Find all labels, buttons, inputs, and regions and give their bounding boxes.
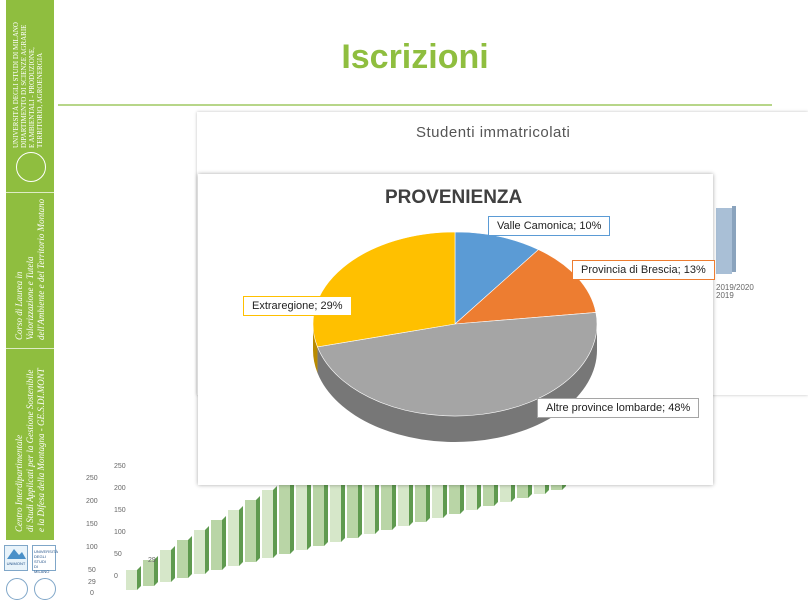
mountain-icon [7,549,26,559]
background-bar-side [273,486,277,558]
background-bar [313,460,324,546]
small-label: 29 [148,557,156,564]
y-tick: 150 [114,507,126,514]
seal-icon-small [6,578,28,600]
background-tick-label: 2019 [716,291,734,300]
y-tick: 200 [114,485,126,492]
y-axis-back: 250 200 150 100 50 0 [114,463,126,580]
sidebar-divider [6,348,54,349]
background-bar [716,208,732,274]
background-bar-side [222,516,226,570]
university-line: TERRITORIO, AGROENERGIA [36,52,44,148]
background-bar-side [171,546,175,582]
background-bar [228,510,239,566]
unimont-logo-text: UNIMONT [6,561,26,566]
background-bar [262,490,273,558]
background-bar-side [307,466,311,550]
sidebar-band [6,0,54,540]
background-bar-side [205,526,209,574]
course-text: Corso di Laurea in Valorizzazione e Tute… [14,198,47,340]
center-line: di Studi Applicati per la Gestione Soste… [25,369,35,532]
pie-chart [312,231,598,442]
y-tick: 50 [114,551,122,558]
y-tick: 100 [86,544,98,551]
university-seal-icon [16,152,46,182]
slide-title: Iscrizioni [341,38,489,76]
small-label: 29 [88,579,96,586]
unimi-logo-line: DI MILANO [34,564,50,574]
pie-slice-side [317,324,597,442]
pie-tops [312,231,598,417]
course-line: Corso di Laurea in [14,271,24,340]
unimi-logo-line: UNIVERSITÀ [34,549,59,554]
center-text: Centro Interdipartimentale di Studi Appl… [14,356,47,532]
y-tick: 0 [90,590,94,597]
background-bar-side [732,206,736,272]
title-underline [58,104,772,106]
background-bar [211,520,222,570]
unimont-logo: UNIMONT [4,545,28,571]
y-tick: 100 [114,529,126,536]
background-bar [330,450,341,542]
y-tick: 250 [114,463,126,470]
background-bar [143,560,154,586]
background-bar [245,500,256,562]
university-text: UNIVERSITÀ DEGLI STUDI DI MILANO DIPARTI… [12,8,44,148]
pie-chart-title: PROVENIENZA [385,187,523,208]
background-bar-side [188,536,192,578]
data-label-valle-camonica: Valle Camonica; 10% [488,216,611,236]
background-bar [194,530,205,574]
background-bar [177,540,188,578]
university-line: UNIVERSITÀ DEGLI STUDI DI MILANO [12,22,20,148]
center-line: e la Difesa della Montagna - GE.S.DI.MON… [36,368,46,532]
center-line: Centro Interdipartimentale [14,434,24,532]
background-bar [126,570,137,590]
background-bar-side [239,506,243,566]
sidebar-divider [6,192,54,193]
y-tick: 250 [86,475,98,482]
university-line: E AMBIENTALI - PRODUZIONE, [28,47,36,148]
background-bar [279,480,290,554]
course-line: dell'Ambiente e del Territorio Montano [36,198,46,340]
background-bar [296,470,307,550]
background-chart-title: Studenti immatricolati [416,124,571,141]
y-tick: 150 [86,521,98,528]
background-bar [160,550,171,582]
pie-slice-extraregione [312,231,456,348]
pie-slice-altre-province-lombarde [317,312,598,417]
background-bar-side [256,496,260,562]
background-bar-side [137,566,141,590]
course-line: Valorizzazione e Tutela [25,256,35,340]
sidebar: UNIVERSITÀ DEGLI STUDI DI MILANO DIPARTI… [0,0,58,607]
unimi-logo-line: DEGLI STUDI [34,554,47,564]
unimi-logo: UNIVERSITÀ DEGLI STUDI DI MILANO [32,545,59,574]
university-line: DIPARTIMENTO DI SCIENZE AGRARIE [20,24,28,148]
data-label-extraregione: Extraregione; 29% [243,296,352,316]
data-label-provincia-brescia: Provincia di Brescia; 13% [572,260,715,280]
background-tick-label: 2019/2020 [716,283,754,292]
seal-icon-small-2 [34,578,56,600]
y-tick: 50 [88,567,96,574]
background-bar-3d [716,206,736,274]
y-axis-front: 250 200 150 100 50 0 29 29 [86,475,156,597]
y-tick: 200 [86,498,98,505]
data-label-altre-province: Altre province lombarde; 48% [537,398,700,418]
background-bar-side [290,476,294,554]
y-tick: 0 [114,573,118,580]
background-bar-side [154,556,158,586]
pie-slice-valle-camonica [454,231,540,325]
background-bar [347,440,358,538]
